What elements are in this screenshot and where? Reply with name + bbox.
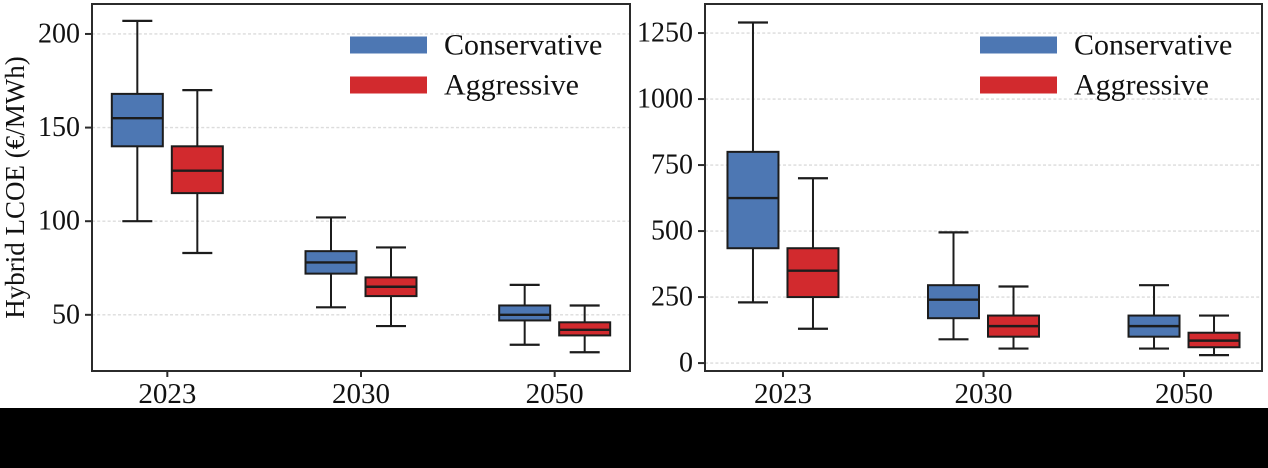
box-2030-conservative	[927, 231, 980, 341]
y-tick-label: 250	[651, 282, 693, 313]
plot-border	[704, 3, 1263, 372]
legend-label-aggressive: Aggressive	[1074, 69, 1209, 102]
iqr-box	[498, 304, 552, 322]
y-tick-label: 1000	[637, 84, 693, 115]
y-tick-label: 50	[52, 299, 80, 330]
y-tick-label: 0	[679, 348, 693, 379]
box-2030-aggressive	[987, 285, 1040, 350]
y-tick-label: 1250	[637, 18, 693, 49]
legend-label-conservative: Conservative	[444, 29, 602, 62]
x-tick-label: 2050	[526, 378, 584, 408]
plot-border	[91, 3, 631, 372]
x-tick-label: 2023	[138, 378, 196, 408]
iqr-box	[786, 247, 840, 299]
iqr-box	[927, 284, 980, 320]
y-axis-label: Hybrid LCOE (€/MWh)	[0, 56, 30, 318]
legend-label-aggressive: Aggressive	[444, 69, 579, 102]
y-tick-label: 150	[38, 112, 80, 143]
legend: Conservative Aggressive	[980, 29, 1232, 102]
y-tick-label: 200	[38, 18, 80, 49]
legend-swatch-aggressive	[980, 76, 1057, 94]
legend-swatch-conservative	[350, 36, 427, 54]
box-2030-conservative	[304, 216, 358, 309]
box-2023-aggressive	[786, 177, 840, 330]
box-2030-aggressive	[364, 246, 418, 328]
box-2050-aggressive	[1187, 314, 1241, 357]
y-tick-label: 100	[38, 206, 80, 237]
bottom-bar	[0, 408, 1268, 468]
iqr-box	[110, 92, 164, 148]
iqr-box	[726, 150, 780, 250]
x-tick-label: 2023	[754, 378, 812, 408]
box-2023-conservative	[726, 21, 780, 304]
box-2050-conservative	[1127, 284, 1181, 350]
legend: Conservative Aggressive	[350, 29, 602, 102]
legend-label-conservative: Conservative	[1074, 29, 1232, 62]
box-2023-conservative	[110, 19, 164, 223]
legend-swatch-aggressive	[350, 76, 427, 94]
charts-canvas: 50 100 150 200 2023 2030 2050 Hybrid LCOE (€/MW…	[0, 3, 1263, 408]
x-tick-label: 2050	[1155, 378, 1213, 408]
box-2050-conservative	[498, 283, 552, 346]
x-tick-label: 2030	[332, 378, 390, 408]
y-tick-label: 500	[651, 216, 693, 247]
box-2050-aggressive	[558, 304, 612, 354]
y-tick-label: 750	[651, 150, 693, 181]
boxplot-chart-left: 50 100 150 200 2023 2030 2050 Hybrid LCOE (€/MW…	[0, 3, 631, 408]
box-2023-aggressive	[170, 89, 224, 255]
boxplot-chart-right: 0 250 500 750 1000 1250 2023 2030 2050 Conservati…	[637, 3, 1263, 408]
x-tick-label: 2030	[955, 378, 1013, 408]
legend-swatch-conservative	[980, 36, 1057, 54]
